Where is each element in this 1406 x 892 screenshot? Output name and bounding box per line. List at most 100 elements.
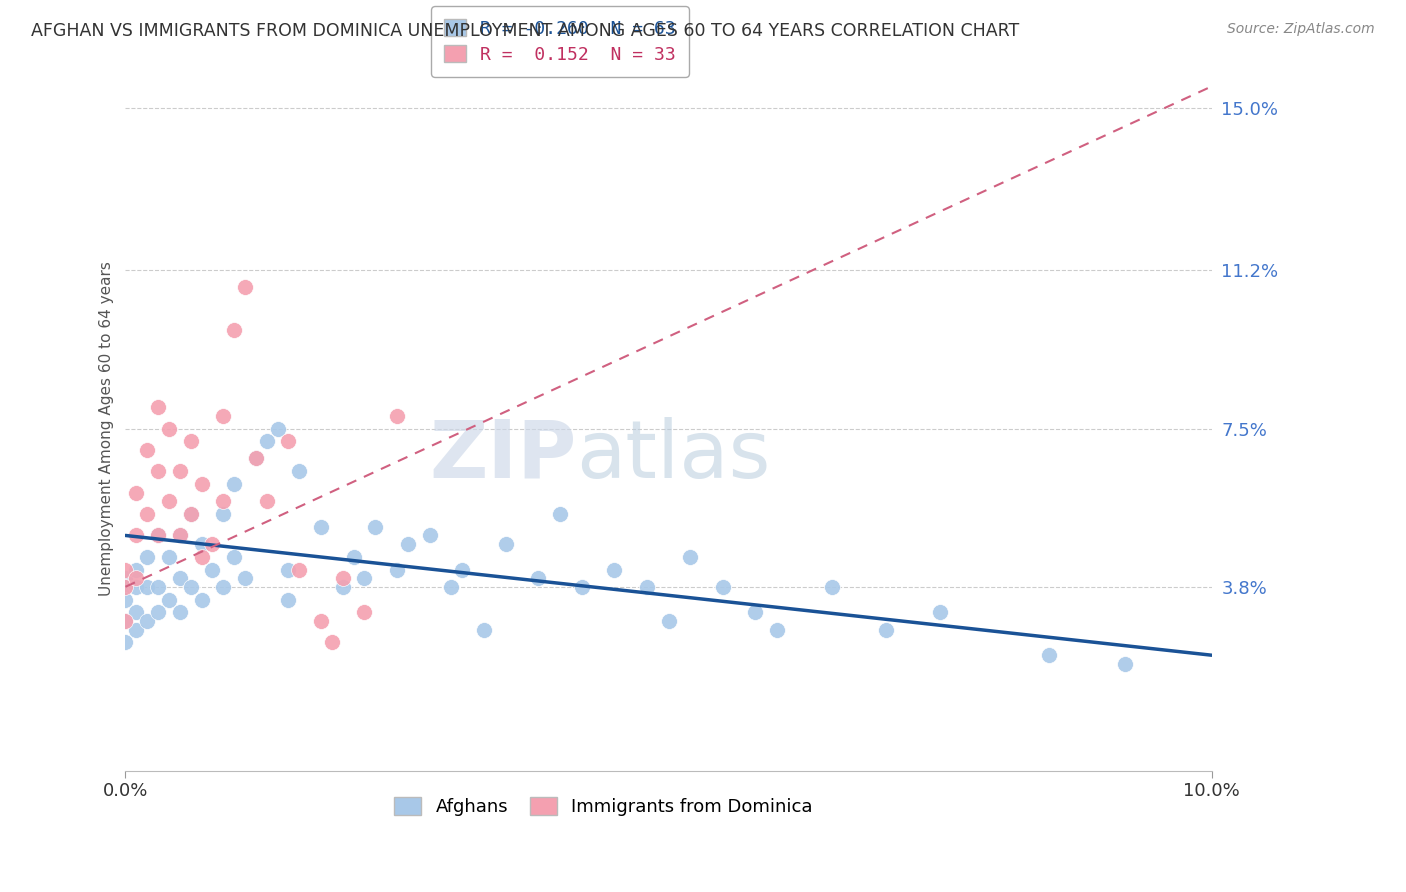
Point: [233, 571, 256, 585]
Point: [929, 606, 952, 620]
Text: Source: ZipAtlas.com: Source: ZipAtlas.com: [1227, 22, 1375, 37]
Point: [256, 434, 278, 449]
Point: [603, 563, 626, 577]
Point: [332, 580, 354, 594]
Point: [288, 464, 311, 478]
Point: [114, 614, 136, 628]
Point: [321, 635, 343, 649]
Point: [222, 549, 245, 564]
Point: [169, 464, 191, 478]
Point: [353, 571, 375, 585]
Point: [385, 409, 408, 423]
Point: [169, 528, 191, 542]
Point: [136, 507, 159, 521]
Point: [419, 528, 441, 542]
Point: [679, 549, 702, 564]
Point: [125, 563, 148, 577]
Text: AFGHAN VS IMMIGRANTS FROM DOMINICA UNEMPLOYMENT AMONG AGES 60 TO 64 YEARS CORREL: AFGHAN VS IMMIGRANTS FROM DOMINICA UNEMP…: [31, 22, 1019, 40]
Legend: Afghans, Immigrants from Dominica: Afghans, Immigrants from Dominica: [387, 790, 820, 823]
Point: [180, 580, 202, 594]
Text: atlas: atlas: [576, 417, 770, 495]
Point: [288, 563, 311, 577]
Point: [136, 549, 159, 564]
Point: [548, 507, 571, 521]
Y-axis label: Unemployment Among Ages 60 to 64 years: Unemployment Among Ages 60 to 64 years: [100, 261, 114, 596]
Point: [233, 280, 256, 294]
Point: [180, 507, 202, 521]
Point: [820, 580, 842, 594]
Point: [157, 494, 180, 508]
Point: [190, 477, 212, 491]
Point: [180, 434, 202, 449]
Point: [125, 580, 148, 594]
Point: [190, 549, 212, 564]
Point: [332, 571, 354, 585]
Point: [396, 537, 419, 551]
Point: [157, 592, 180, 607]
Point: [222, 323, 245, 337]
Point: [364, 520, 387, 534]
Point: [212, 580, 235, 594]
Point: [125, 485, 148, 500]
Point: [636, 580, 658, 594]
Point: [169, 528, 191, 542]
Point: [1038, 648, 1060, 663]
Point: [136, 442, 159, 457]
Point: [114, 592, 136, 607]
Point: [245, 451, 267, 466]
Point: [114, 563, 136, 577]
Point: [440, 580, 463, 594]
Point: [114, 614, 136, 628]
Point: [157, 549, 180, 564]
Point: [114, 635, 136, 649]
Point: [146, 464, 169, 478]
Point: [125, 571, 148, 585]
Point: [472, 623, 495, 637]
Point: [385, 563, 408, 577]
Point: [256, 494, 278, 508]
Point: [146, 580, 169, 594]
Point: [114, 580, 136, 594]
Point: [146, 528, 169, 542]
Point: [766, 623, 789, 637]
Point: [342, 549, 364, 564]
Point: [169, 606, 191, 620]
Point: [353, 606, 375, 620]
Point: [875, 623, 897, 637]
Point: [201, 537, 224, 551]
Point: [277, 563, 299, 577]
Point: [125, 623, 148, 637]
Point: [190, 537, 212, 551]
Point: [277, 592, 299, 607]
Point: [114, 571, 136, 585]
Point: [309, 520, 332, 534]
Point: [125, 606, 148, 620]
Point: [571, 580, 593, 594]
Point: [711, 580, 734, 594]
Point: [180, 507, 202, 521]
Point: [658, 614, 681, 628]
Point: [309, 614, 332, 628]
Point: [114, 580, 136, 594]
Point: [125, 528, 148, 542]
Point: [190, 592, 212, 607]
Point: [495, 537, 517, 551]
Point: [146, 400, 169, 414]
Point: [212, 494, 235, 508]
Point: [266, 421, 288, 435]
Point: [136, 614, 159, 628]
Point: [245, 451, 267, 466]
Point: [212, 507, 235, 521]
Point: [527, 571, 550, 585]
Point: [212, 409, 235, 423]
Point: [277, 434, 299, 449]
Point: [744, 606, 766, 620]
Point: [146, 528, 169, 542]
Point: [1114, 657, 1136, 671]
Point: [169, 571, 191, 585]
Text: ZIP: ZIP: [429, 417, 576, 495]
Point: [201, 563, 224, 577]
Point: [157, 421, 180, 435]
Point: [146, 606, 169, 620]
Point: [451, 563, 474, 577]
